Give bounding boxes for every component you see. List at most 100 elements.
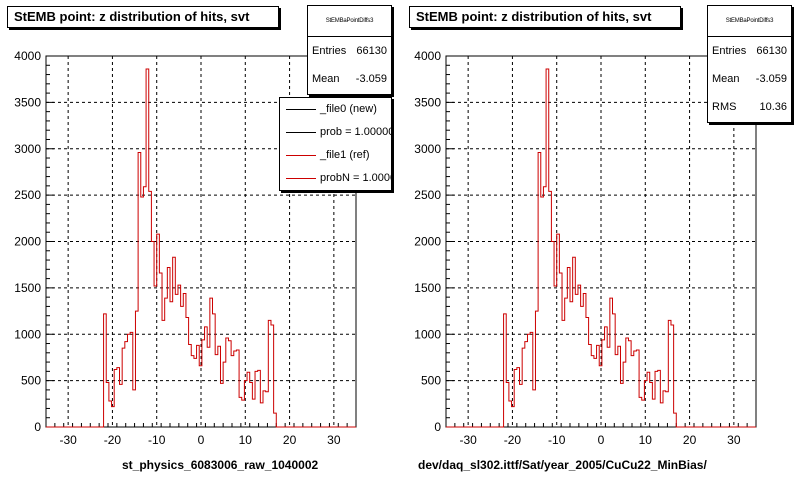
left-histogram-bin	[263, 391, 266, 427]
left-histogram-bin	[104, 314, 107, 427]
left-histogram-bin	[194, 358, 197, 427]
left-x-tick-label: 10	[239, 433, 253, 447]
left-histogram-bin	[183, 293, 186, 427]
left-y-tick-label: 1500	[14, 281, 41, 295]
right-histogram-bin	[650, 382, 653, 427]
right-histogram-bin	[583, 293, 586, 427]
left-histogram-bin	[226, 338, 229, 427]
left-histogram-bin	[141, 197, 144, 427]
left-histogram-bin	[154, 286, 157, 427]
left-histogram-bin	[239, 397, 242, 427]
left-y-tick-label: 3500	[14, 95, 41, 109]
left-histogram-bin	[260, 403, 263, 427]
right-histogram-bin	[581, 306, 584, 427]
left-histogram-bin	[255, 371, 258, 427]
right-histogram-bin	[634, 351, 637, 427]
left-histogram-bin	[112, 407, 115, 427]
right-histogram-bin	[642, 400, 645, 427]
left-x-tick-label: 30	[327, 433, 341, 447]
left-histogram-bin	[165, 298, 168, 427]
legend-label: probN = 1.000000	[320, 172, 391, 184]
left-histogram-bin	[175, 294, 178, 427]
left-histogram-bin	[207, 347, 210, 427]
right-histogram-bin	[557, 234, 560, 427]
left-histogram-bin	[236, 350, 239, 427]
left-histogram-bin	[114, 369, 117, 427]
left-histogram-bin	[268, 320, 271, 427]
left-x-tick-label: -10	[148, 433, 166, 447]
right-histogram-bin	[647, 372, 650, 427]
left-histogram-bin	[162, 320, 165, 427]
left-y-tick-label: 4000	[14, 49, 41, 63]
right-histogram-bin	[520, 384, 523, 427]
left-stats-entries-row: Entries 66130	[308, 37, 391, 65]
left-histogram-bin	[213, 314, 216, 427]
left-histogram-bin	[215, 355, 218, 427]
right-histogram-bin	[663, 391, 666, 427]
right-histogram-bin	[639, 397, 642, 427]
left-histogram-bin	[244, 381, 247, 427]
right-histogram-bin	[671, 325, 674, 427]
right-histogram-bin	[666, 392, 669, 427]
left-histogram-bin	[106, 382, 109, 427]
left-y-tick-label: 2000	[14, 235, 41, 249]
left-histogram-bin	[210, 298, 213, 427]
left-y-tick-label: 0	[34, 420, 41, 434]
left-stats-mean-row: Mean -3.059	[308, 65, 391, 93]
left-stats-entries-value: 66130	[356, 45, 387, 57]
right-histogram-bin	[509, 401, 512, 427]
right-y-tick-label: 1000	[414, 327, 441, 341]
right-x-tick-label: -30	[459, 433, 477, 447]
left-histogram-bin	[146, 69, 149, 427]
right-histogram-bin	[623, 362, 626, 427]
right-stats-entries-row: Entries 66130	[708, 37, 791, 65]
left-histogram-bin	[159, 273, 162, 427]
right-histogram-bin	[562, 320, 565, 427]
right-histogram-bin	[652, 399, 655, 427]
right-histogram-bin	[620, 383, 623, 427]
left-x-tick-label: 0	[198, 433, 205, 447]
right-histogram-bin	[535, 311, 538, 427]
left-y-tick-label: 3000	[14, 142, 41, 156]
left-histogram-bin	[109, 401, 112, 427]
left-histogram-bin	[234, 351, 237, 427]
legend-entry-prob: prob = 1.000000	[280, 121, 391, 144]
right-histogram-bin	[504, 314, 507, 427]
right-histogram-bin	[578, 285, 581, 427]
right-histogram-bin	[549, 191, 552, 427]
right-y-tick-label: 2000	[414, 235, 441, 249]
right-histogram-bin	[533, 390, 536, 427]
right-histogram-bin	[586, 318, 589, 427]
right-x-tick-label: 30	[727, 433, 741, 447]
left-histogram-bin	[125, 342, 128, 427]
right-y-tick-label: 2500	[414, 188, 441, 202]
left-x-axis-title: st_physics_6083006_raw_1040002	[122, 458, 319, 472]
left-histogram-bin	[250, 382, 253, 427]
left-x-tick-label: -30	[59, 433, 77, 447]
right-stats-rms-value: 10.36	[759, 101, 787, 113]
right-histogram-bin	[567, 267, 570, 427]
left-histogram-series	[46, 68, 356, 428]
left-histogram-bin	[252, 399, 255, 427]
left-histogram-bin	[223, 362, 226, 427]
right-histogram-bin	[554, 286, 557, 427]
right-histogram-bin	[551, 242, 554, 428]
left-x-tick-label: 20	[283, 433, 297, 447]
right-histogram-bin	[525, 342, 528, 427]
right-histogram-bin	[543, 187, 546, 427]
right-histogram-bin	[674, 413, 677, 427]
right-stats-rms-row: RMS 10.36	[708, 93, 791, 121]
right-histogram-bin	[610, 298, 613, 427]
right-histogram-bin	[613, 314, 616, 427]
left-histogram-bin	[202, 340, 205, 427]
legend-entry-file1: _file1 (ref)	[280, 144, 391, 167]
right-histogram-bin	[541, 197, 544, 427]
right-stats-box: StEMBaPointDiffs3 Entries 66130 Mean -3.…	[707, 5, 792, 123]
left-histogram-bin	[151, 242, 154, 428]
left-stats-entries-label: Entries	[312, 45, 347, 57]
left-histogram-bin	[120, 384, 123, 427]
left-histogram-bin	[191, 356, 194, 427]
right-x-tick-label: -20	[504, 433, 522, 447]
right-stats-mean-row: Mean -3.059	[708, 65, 791, 93]
